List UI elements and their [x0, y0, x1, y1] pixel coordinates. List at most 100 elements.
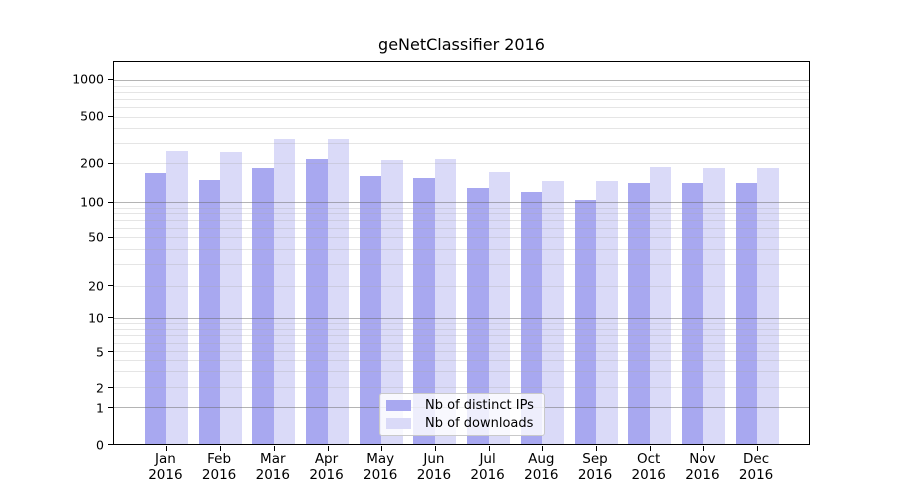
legend: Nb of distinct IPs Nb of downloads — [379, 393, 545, 436]
bar-distinct-ips-jun — [413, 178, 435, 444]
x-label-month: Jul — [479, 451, 496, 467]
x-tick-oct — [649, 446, 651, 451]
x-label-year: 2016 — [363, 466, 398, 483]
x-tick-nov — [703, 446, 705, 451]
legend-label-downloads: Nb of downloads — [425, 416, 534, 431]
y-tick-500 — [108, 116, 113, 118]
bars-layer — [114, 62, 809, 444]
x-label-year: 2016 — [255, 466, 290, 483]
ticks-layer — [108, 62, 809, 451]
y-axis-label-1000: 1000 — [72, 71, 104, 87]
x-axis-label-may: May 2016 — [363, 451, 398, 483]
y-tick-5 — [108, 350, 113, 352]
bar-distinct-ips-sep — [574, 199, 596, 444]
x-axis-label-jan: Jan 2016 — [148, 451, 183, 483]
x-tick-sep — [596, 446, 597, 451]
y-axis-label-2: 2 — [96, 380, 104, 396]
x-tick-mar — [273, 446, 275, 451]
bar-downloads-oct — [649, 166, 672, 444]
x-label-year: 2016 — [631, 466, 666, 483]
bar-downloads-may — [381, 159, 403, 444]
x-label-month: Dec — [743, 451, 770, 467]
bar-distinct-ips-jan — [144, 172, 167, 444]
x-label-year: 2016 — [201, 466, 237, 483]
bar-distinct-ips-apr — [306, 158, 328, 444]
x-label-month: Jun — [423, 451, 445, 467]
y-tick-2 — [108, 386, 113, 388]
chart-title: geNetClassifier 2016 — [378, 35, 545, 54]
x-axis-label-aug: Aug 2016 — [524, 451, 559, 483]
legend-item-distinct-ips: Nb of distinct IPs — [386, 397, 538, 414]
x-label-month: Jan — [154, 451, 176, 467]
y-axis-tick-labels: 0 1 2 5 10 20 50 100 200 500 1000 — [0, 61, 104, 453]
x-tick-aug — [542, 446, 544, 451]
x-label-month: Oct — [637, 451, 661, 467]
x-label-year: 2016 — [416, 466, 452, 483]
bar-downloads-mar — [273, 139, 296, 444]
bar-downloads-jun — [434, 158, 457, 444]
x-label-year: 2016 — [577, 466, 613, 483]
y-tick-100 — [108, 201, 113, 203]
x-axis-label-dec: Dec 2016 — [738, 451, 774, 483]
bar-downloads-nov — [703, 167, 725, 444]
x-label-month: Aug — [528, 451, 555, 467]
y-axis-label-5: 5 — [96, 344, 104, 360]
bar-distinct-ips-may — [359, 175, 382, 444]
y-tick-50 — [108, 236, 113, 238]
x-tick-feb — [220, 446, 222, 451]
x-axis-label-oct: Oct 2016 — [631, 451, 666, 483]
x-tick-jun — [434, 446, 436, 451]
bar-distinct-ips-dec — [735, 182, 758, 444]
x-axis-label-jun: Jun 2016 — [416, 451, 452, 483]
x-axis-label-apr: Apr 2016 — [309, 451, 344, 483]
x-label-month: Sep — [582, 451, 608, 467]
x-label-month: Apr — [314, 451, 339, 467]
x-axis-tick-labels: Jan 2016 Feb 2016 Mar 2016 Apr 2016 May 2016 Jun 20… — [113, 451, 810, 492]
x-label-year: 2016 — [470, 466, 505, 483]
y-axis-label-500: 500 — [80, 108, 104, 124]
x-label-month: Mar — [260, 451, 286, 467]
y-tick-20 — [108, 285, 113, 287]
x-tick-jan — [166, 446, 168, 451]
y-axis-label-1: 1 — [96, 400, 104, 416]
legend-swatch-distinct-ips — [386, 400, 411, 411]
x-label-month: Nov — [689, 451, 716, 467]
legend-item-downloads: Nb of downloads — [386, 415, 538, 432]
bar-downloads-sep — [596, 180, 618, 444]
y-axis-label-10: 10 — [88, 310, 104, 326]
y-axis-label-200: 200 — [80, 155, 104, 171]
bar-downloads-feb — [220, 152, 242, 444]
x-tick-may — [381, 446, 383, 451]
bar-downloads-aug — [542, 181, 564, 444]
x-label-year: 2016 — [148, 466, 183, 483]
y-axis-label-50: 50 — [88, 229, 104, 245]
bar-downloads-apr — [327, 138, 349, 444]
y-tick-1 — [108, 406, 113, 408]
legend-label-distinct-ips: Nb of distinct IPs — [425, 398, 534, 413]
x-label-year: 2016 — [738, 466, 774, 483]
bar-distinct-ips-feb — [198, 179, 221, 444]
legend-swatch-downloads — [386, 418, 411, 429]
x-tick-jul — [488, 446, 490, 451]
x-tick-apr — [327, 446, 329, 451]
x-axis-label-feb: Feb 2016 — [201, 451, 237, 483]
y-tick-10 — [108, 317, 113, 319]
y-axis-label-100: 100 — [80, 194, 104, 210]
x-label-month: Feb — [207, 451, 232, 467]
bar-downloads-jul — [488, 171, 511, 444]
y-axis-label-0: 0 — [96, 437, 104, 453]
y-tick-200 — [108, 162, 113, 164]
y-axis-label-20: 20 — [88, 278, 104, 294]
bar-distinct-ips-mar — [252, 167, 274, 444]
y-tick-0 — [108, 443, 113, 445]
x-label-year: 2016 — [309, 466, 344, 483]
x-label-year: 2016 — [524, 466, 559, 483]
bar-downloads-dec — [757, 168, 779, 444]
x-axis-label-nov: Nov 2016 — [685, 451, 720, 483]
x-label-month: May — [366, 451, 395, 467]
x-axis-label-mar: Mar 2016 — [255, 451, 290, 483]
x-axis-label-jul: Jul 2016 — [470, 451, 505, 483]
x-label-year: 2016 — [685, 466, 720, 483]
bar-downloads-jan — [166, 151, 188, 444]
